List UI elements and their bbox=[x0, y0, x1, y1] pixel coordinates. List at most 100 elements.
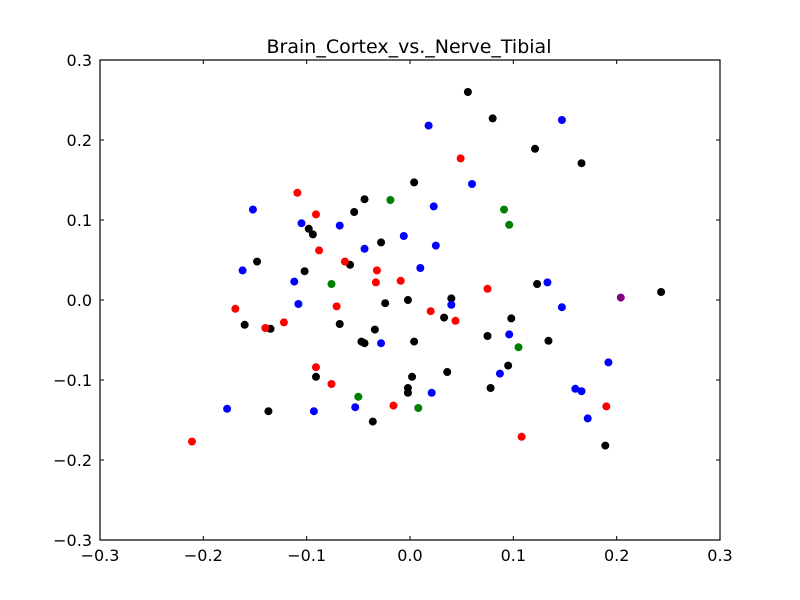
scatter-point bbox=[360, 244, 369, 253]
scatter-point bbox=[657, 288, 666, 296]
scatter-point bbox=[335, 221, 344, 230]
scatter-point bbox=[468, 180, 476, 188]
scatter-point bbox=[543, 278, 552, 287]
scatter-point bbox=[410, 178, 419, 187]
x-tick-label: 0.1 bbox=[501, 546, 526, 565]
scatter-point bbox=[443, 368, 452, 376]
scatter-point bbox=[424, 121, 433, 130]
scatter-point bbox=[354, 392, 363, 401]
y-tick-label: 0.0 bbox=[67, 291, 92, 310]
scatter-point bbox=[447, 294, 456, 303]
y-tick-label: 0.1 bbox=[67, 211, 92, 230]
scatter-point bbox=[557, 303, 566, 312]
y-tick-label: 0.2 bbox=[67, 131, 92, 150]
scatter-point bbox=[240, 320, 249, 329]
scatter-point bbox=[311, 372, 320, 381]
scatter-point bbox=[410, 337, 419, 346]
scatter-point bbox=[557, 116, 566, 124]
scatter-point bbox=[416, 264, 425, 272]
scatter-point bbox=[264, 407, 273, 416]
scatter-point bbox=[427, 388, 436, 397]
scatter-point bbox=[372, 266, 381, 275]
scatter-point bbox=[381, 299, 390, 308]
scatter-point bbox=[223, 404, 232, 413]
scatter-point bbox=[332, 302, 341, 311]
scatter-point bbox=[396, 276, 405, 285]
scatter-point bbox=[297, 219, 306, 228]
scatter-point bbox=[602, 402, 611, 411]
scatter-point bbox=[583, 414, 592, 423]
scatter-point bbox=[300, 267, 309, 276]
chart-title: Brain_Cortex_vs._Nerve_Tibial bbox=[267, 36, 552, 58]
scatter-point bbox=[577, 387, 586, 396]
scatter-point bbox=[290, 277, 299, 286]
scatter-point bbox=[403, 296, 412, 304]
scatter-point bbox=[488, 114, 497, 123]
scatter-point bbox=[311, 210, 320, 219]
scatter-point bbox=[370, 325, 379, 334]
scatter-point bbox=[514, 343, 523, 352]
scatter-point bbox=[360, 339, 369, 348]
scatter-point bbox=[440, 313, 449, 322]
x-tick-label: −0.1 bbox=[287, 546, 326, 565]
scatter-point bbox=[386, 196, 395, 204]
y-tick-label: −0.1 bbox=[53, 371, 92, 390]
scatter-point bbox=[350, 208, 359, 216]
scatter-point bbox=[426, 307, 435, 316]
scatter-point bbox=[447, 300, 456, 309]
x-tick-label: 0.2 bbox=[604, 546, 629, 565]
y-tick-label: −0.2 bbox=[53, 451, 92, 470]
scatter-point bbox=[399, 232, 408, 240]
scatter-point bbox=[577, 159, 586, 168]
scatter-point bbox=[327, 380, 336, 388]
scatter-point bbox=[505, 330, 514, 339]
scatter-point bbox=[304, 224, 313, 233]
x-tick-label: −0.2 bbox=[184, 546, 223, 565]
scatter-point bbox=[371, 278, 380, 287]
scatter-point bbox=[311, 363, 320, 372]
scatter-point bbox=[504, 361, 513, 370]
scatter-point bbox=[544, 336, 553, 345]
scatter-point bbox=[315, 246, 324, 255]
scatter-point bbox=[495, 369, 504, 378]
scatter-point bbox=[601, 441, 610, 450]
scatter-point bbox=[517, 432, 526, 441]
scatter-point bbox=[253, 257, 262, 266]
scatter-point bbox=[505, 220, 514, 229]
x-tick-label: 0.0 bbox=[397, 546, 422, 565]
scatter-point bbox=[248, 205, 257, 214]
scatter-point bbox=[308, 230, 317, 239]
scatter-point bbox=[340, 257, 349, 266]
y-tick-label: −0.3 bbox=[53, 531, 92, 550]
scatter-point bbox=[486, 384, 495, 392]
scatter-point bbox=[483, 332, 492, 340]
scatter-point bbox=[456, 154, 465, 163]
x-tick-label: −0.3 bbox=[81, 546, 120, 565]
scatter-point bbox=[187, 437, 196, 446]
scatter-point bbox=[309, 407, 318, 416]
scatter-point bbox=[335, 320, 344, 328]
scatter-point bbox=[483, 284, 492, 293]
scatter-point bbox=[351, 403, 360, 412]
scatter-point bbox=[429, 202, 438, 211]
ticks-layer: −0.3 −0.2 −0.1 0.0 0.1 0.2 0.3 −0.3 −0.2 −0.1 0.0 0… bbox=[53, 51, 733, 565]
scatter-point bbox=[403, 388, 412, 397]
plot-frame bbox=[99, 59, 721, 541]
scatter-point bbox=[279, 318, 288, 327]
scatter-point bbox=[261, 324, 270, 332]
scatter-point bbox=[531, 144, 540, 153]
scatter-point bbox=[463, 88, 472, 96]
scatter-point bbox=[377, 238, 386, 247]
scatter-point bbox=[451, 316, 460, 325]
scatter-point bbox=[238, 266, 247, 275]
scatter-point bbox=[431, 241, 440, 250]
scatter-point bbox=[327, 280, 336, 288]
scatter-point bbox=[293, 188, 302, 197]
scatter-point bbox=[500, 205, 509, 214]
scatter-point bbox=[377, 339, 386, 348]
scatter-point bbox=[368, 417, 377, 426]
scatter-point bbox=[414, 404, 423, 412]
y-tick-label: 0.3 bbox=[67, 51, 92, 70]
points-layer bbox=[187, 88, 666, 450]
